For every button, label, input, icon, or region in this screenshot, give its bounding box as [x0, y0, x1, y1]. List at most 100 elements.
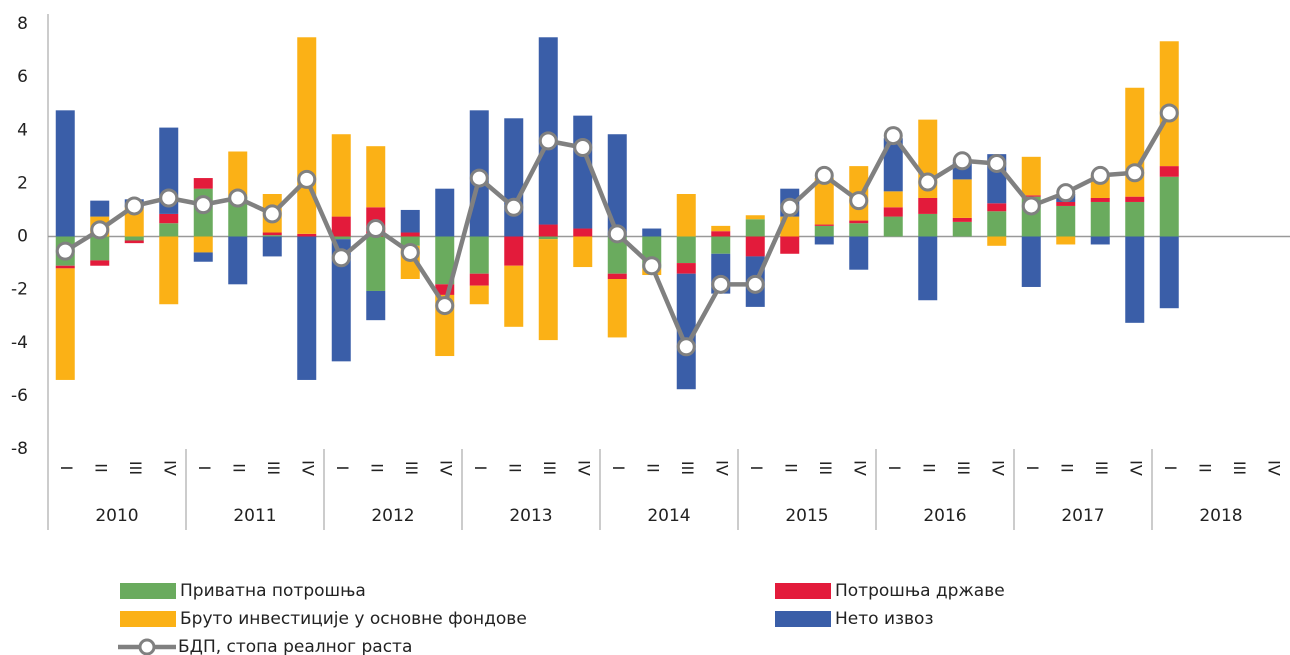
- line-marker: [124, 196, 144, 216]
- line-marker: [90, 220, 110, 240]
- bar: [1056, 201, 1076, 206]
- line-marker: [745, 274, 765, 294]
- line-marker: [400, 242, 420, 262]
- bar: [331, 216, 351, 237]
- line-marker: [262, 204, 282, 224]
- bar: [1056, 236, 1076, 245]
- bar: [849, 223, 869, 237]
- y-tick-label: -4: [11, 333, 28, 353]
- bar: [366, 236, 386, 291]
- bar: [400, 236, 420, 246]
- bar: [849, 236, 869, 270]
- legend-label: Приватна потрошња: [180, 581, 366, 601]
- x-tick-label: II: [1195, 463, 1214, 472]
- bar: [538, 236, 558, 240]
- bar: [469, 236, 489, 274]
- x-tick-label: IV: [160, 460, 179, 476]
- line-marker: [331, 248, 351, 268]
- bar: [1056, 205, 1076, 237]
- bar: [918, 197, 938, 214]
- bar: [90, 260, 110, 266]
- legend-label: Нето извоз: [835, 609, 934, 629]
- bar: [55, 265, 75, 269]
- x-tick-label: II: [643, 463, 662, 472]
- x-tick-label: II: [919, 463, 938, 472]
- year-label: 2018: [1199, 506, 1242, 526]
- bar: [607, 279, 627, 338]
- bar: [676, 273, 696, 390]
- x-tick-label: III: [126, 461, 145, 475]
- year-label: 2012: [371, 506, 414, 526]
- bar: [435, 236, 455, 285]
- legend-label: Потрошња државе: [835, 581, 1005, 601]
- bar: [1021, 195, 1041, 197]
- y-tick-label: -8: [11, 439, 28, 459]
- line-marker: [814, 165, 834, 185]
- bar: [987, 236, 1007, 246]
- bar: [124, 207, 144, 237]
- bar: [918, 236, 938, 301]
- line-marker: [1125, 163, 1145, 183]
- bar: [538, 239, 558, 341]
- x-tick-label: I: [1023, 466, 1042, 471]
- bar: [745, 215, 765, 220]
- bar: [55, 110, 75, 237]
- line-marker: [469, 168, 489, 188]
- x-tick-label: IV: [712, 460, 731, 476]
- legend-swatch: [120, 611, 176, 627]
- bar: [228, 236, 248, 285]
- line-marker: [849, 191, 869, 211]
- x-tick-label: III: [1230, 461, 1249, 475]
- bar: [435, 188, 455, 237]
- line-marker: [55, 241, 75, 261]
- legend-label: БДП, стопа реалног раста: [178, 637, 412, 655]
- x-tick-label: III: [1092, 461, 1111, 475]
- bar: [1090, 197, 1110, 202]
- x-tick-label: I: [747, 466, 766, 471]
- bar: [193, 252, 213, 262]
- bar: [159, 223, 179, 237]
- y-tick-label: 6: [17, 67, 28, 87]
- y-tick-label: 0: [17, 227, 28, 247]
- line-marker: [366, 219, 386, 239]
- line-marker: [159, 188, 179, 208]
- bar: [124, 236, 144, 241]
- bar: [607, 273, 627, 279]
- bar: [1021, 156, 1041, 196]
- line-marker: [435, 296, 455, 316]
- bar: [331, 239, 351, 362]
- x-tick-label: IV: [988, 460, 1007, 476]
- line-marker: [504, 197, 524, 217]
- year-label: 2016: [923, 506, 966, 526]
- bar: [400, 209, 420, 233]
- bar: [504, 265, 524, 327]
- bar: [124, 240, 144, 244]
- bar: [504, 236, 524, 266]
- x-tick-label: I: [609, 466, 628, 471]
- bar: [711, 236, 731, 254]
- bar: [1021, 236, 1041, 287]
- bar: [780, 236, 800, 254]
- year-label: 2014: [647, 506, 690, 526]
- y-tick-label: -6: [11, 386, 28, 406]
- bar: [366, 146, 386, 208]
- bar: [711, 225, 731, 232]
- y-tick-label: 2: [17, 173, 28, 193]
- bar: [607, 134, 627, 237]
- line-marker: [883, 126, 903, 146]
- line-marker: [952, 151, 972, 171]
- line-marker: [607, 224, 627, 244]
- bar: [1090, 236, 1110, 245]
- bar: [366, 290, 386, 321]
- x-tick-label: I: [195, 466, 214, 471]
- x-tick-label: IV: [436, 460, 455, 476]
- bar: [814, 225, 834, 237]
- line-marker: [1021, 196, 1041, 216]
- bar: [711, 231, 731, 237]
- line-marker: [1159, 103, 1179, 123]
- x-tick-label: III: [540, 461, 559, 475]
- year-label: 2013: [509, 506, 552, 526]
- legend-label: Бруто инвестиције у основне фондове: [180, 609, 527, 629]
- bar: [1125, 196, 1145, 202]
- line-marker: [228, 188, 248, 208]
